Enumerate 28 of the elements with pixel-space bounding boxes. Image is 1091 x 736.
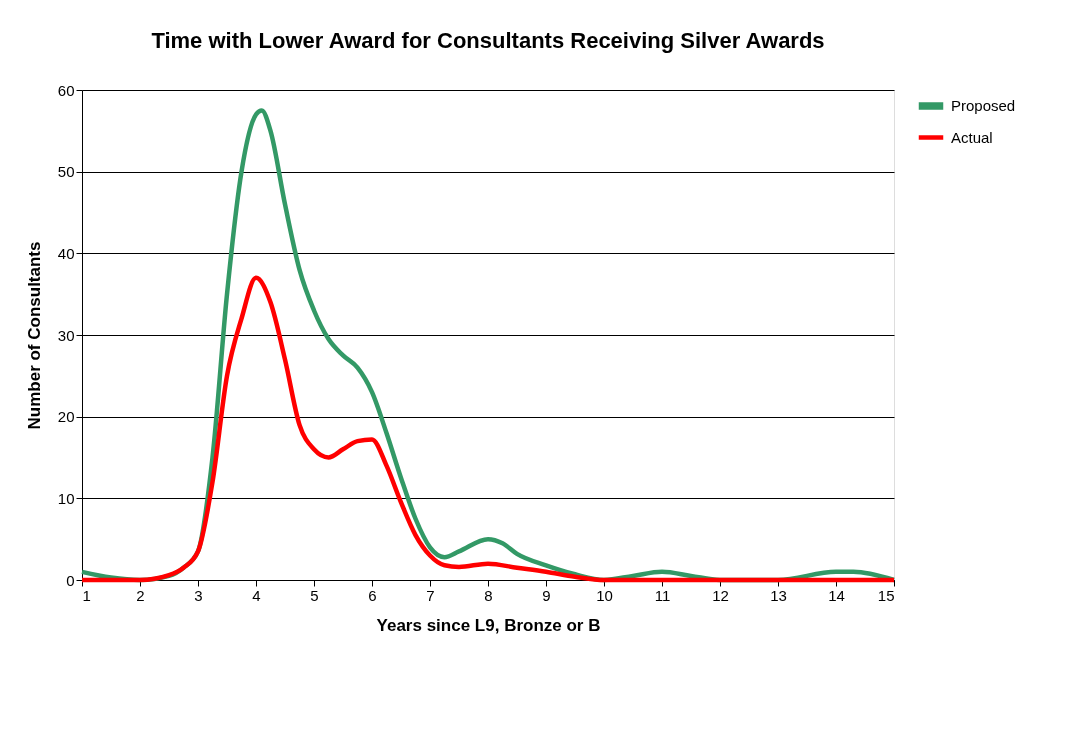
y-tick-label: 50 bbox=[57, 163, 75, 181]
x-tick-label: 3 bbox=[194, 586, 203, 604]
x-tick-label: 6 bbox=[368, 586, 377, 604]
x-tick-label: 8 bbox=[484, 586, 493, 604]
x-tick-label: 4 bbox=[252, 586, 261, 604]
x-tick-label: 11 bbox=[654, 586, 671, 604]
x-tick-label: 10 bbox=[596, 586, 613, 604]
x-tick-label: 5 bbox=[310, 586, 319, 604]
x-tick-label: 2 bbox=[136, 586, 145, 604]
x-tick-label: 1 bbox=[82, 586, 91, 604]
legend-label: Proposed bbox=[951, 97, 1016, 114]
chart-title: Time with Lower Award for Consultants Receiving Silver Awards bbox=[151, 28, 825, 53]
y-tick-label: 0 bbox=[66, 571, 75, 589]
x-tick-label: 13 bbox=[770, 586, 787, 604]
y-axis-title: Number of Consultants bbox=[24, 241, 44, 430]
x-tick-label: 12 bbox=[712, 586, 729, 604]
y-tick-label: 10 bbox=[57, 489, 75, 507]
y-tick-label: 20 bbox=[57, 408, 75, 426]
line-series bbox=[79, 275, 897, 583]
x-tick-label: 9 bbox=[542, 586, 551, 604]
x-axis-title: Years since L9, Bronze or B bbox=[376, 615, 601, 635]
x-tick-label: 7 bbox=[426, 586, 435, 604]
y-tick-label: 60 bbox=[57, 81, 75, 99]
legend-label: Actual bbox=[951, 128, 993, 146]
y-tick-label: 30 bbox=[57, 326, 75, 344]
y-tick-label: 40 bbox=[57, 244, 75, 262]
x-tick-label: 14 bbox=[828, 586, 845, 604]
x-tick-label: 15 bbox=[877, 586, 895, 604]
